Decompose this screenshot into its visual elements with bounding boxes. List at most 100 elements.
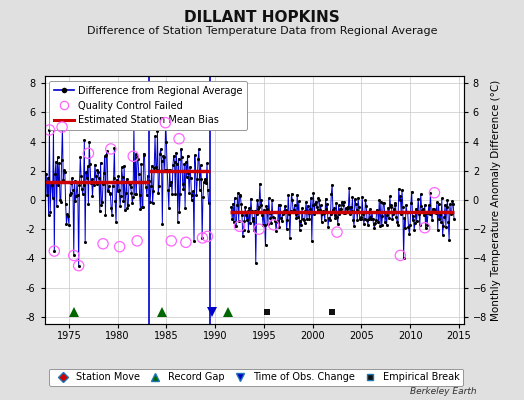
- Point: [147, 183, 155, 190]
- Point: [120, 163, 128, 169]
- Point: [430, 206, 438, 213]
- Point: [428, 217, 436, 223]
- Point: [58, 156, 66, 163]
- Point: [129, 153, 137, 160]
- Point: [303, 202, 312, 209]
- Point: [177, 146, 185, 152]
- Point: [288, 196, 297, 203]
- Point: [264, 221, 272, 227]
- Point: [438, 195, 446, 202]
- Point: [394, 222, 402, 228]
- Point: [406, 221, 414, 228]
- Point: [67, 180, 75, 186]
- Point: [291, 211, 300, 217]
- Point: [305, 216, 313, 222]
- Point: [260, 207, 268, 213]
- Point: [137, 161, 145, 167]
- Point: [424, 210, 432, 216]
- Point: [310, 211, 319, 218]
- Point: [402, 202, 410, 208]
- Point: [374, 208, 382, 215]
- Point: [422, 210, 431, 216]
- Point: [293, 191, 301, 198]
- Point: [278, 218, 286, 224]
- Point: [195, 187, 204, 193]
- Point: [141, 178, 149, 185]
- Point: [119, 198, 127, 204]
- Point: [356, 214, 365, 221]
- Point: [108, 183, 117, 190]
- Point: [287, 191, 296, 197]
- Point: [269, 222, 278, 228]
- Point: [187, 175, 195, 181]
- Point: [115, 187, 124, 193]
- Point: [184, 170, 192, 176]
- Point: [125, 179, 133, 185]
- Point: [204, 200, 213, 207]
- Point: [201, 176, 210, 182]
- Point: [74, 262, 83, 269]
- Point: [63, 211, 71, 218]
- Point: [71, 198, 80, 205]
- Point: [183, 153, 192, 159]
- Point: [369, 221, 378, 228]
- Point: [315, 197, 323, 203]
- Point: [145, 178, 154, 184]
- Point: [198, 235, 206, 241]
- Point: [49, 194, 57, 201]
- Point: [128, 200, 136, 207]
- Point: [233, 202, 241, 208]
- Point: [365, 206, 374, 212]
- Point: [430, 190, 439, 196]
- Point: [421, 202, 429, 208]
- Point: [330, 205, 338, 212]
- Point: [296, 226, 304, 233]
- Point: [204, 187, 212, 194]
- Point: [300, 216, 308, 223]
- Point: [42, 170, 50, 177]
- Point: [409, 213, 418, 219]
- Point: [76, 154, 84, 160]
- Point: [350, 222, 358, 229]
- Point: [46, 208, 54, 215]
- Point: [393, 218, 401, 225]
- Point: [164, 187, 172, 193]
- Point: [166, 166, 174, 173]
- Point: [368, 216, 377, 222]
- Point: [84, 201, 93, 208]
- Point: [417, 191, 425, 197]
- Point: [415, 211, 423, 218]
- Point: [188, 191, 196, 198]
- Point: [96, 160, 105, 166]
- Point: [135, 192, 144, 198]
- Point: [140, 152, 149, 158]
- Point: [420, 212, 428, 218]
- Point: [155, 182, 163, 189]
- Point: [314, 195, 322, 201]
- Point: [401, 225, 409, 231]
- Point: [322, 205, 331, 212]
- Point: [133, 238, 141, 244]
- Point: [390, 206, 398, 212]
- Point: [132, 190, 140, 197]
- Point: [160, 167, 169, 173]
- Point: [134, 156, 142, 162]
- Point: [94, 169, 102, 175]
- Point: [398, 187, 406, 194]
- Point: [392, 214, 400, 220]
- Point: [313, 206, 322, 213]
- Point: [249, 215, 257, 222]
- Point: [118, 174, 127, 180]
- Point: [383, 212, 391, 218]
- Point: [175, 136, 183, 142]
- Point: [245, 205, 254, 212]
- Point: [130, 191, 139, 198]
- Point: [52, 202, 61, 209]
- Point: [130, 122, 138, 128]
- Point: [55, 160, 63, 166]
- Point: [352, 201, 360, 207]
- Point: [247, 208, 256, 214]
- Point: [439, 232, 447, 238]
- Point: [339, 202, 347, 209]
- Point: [421, 224, 429, 231]
